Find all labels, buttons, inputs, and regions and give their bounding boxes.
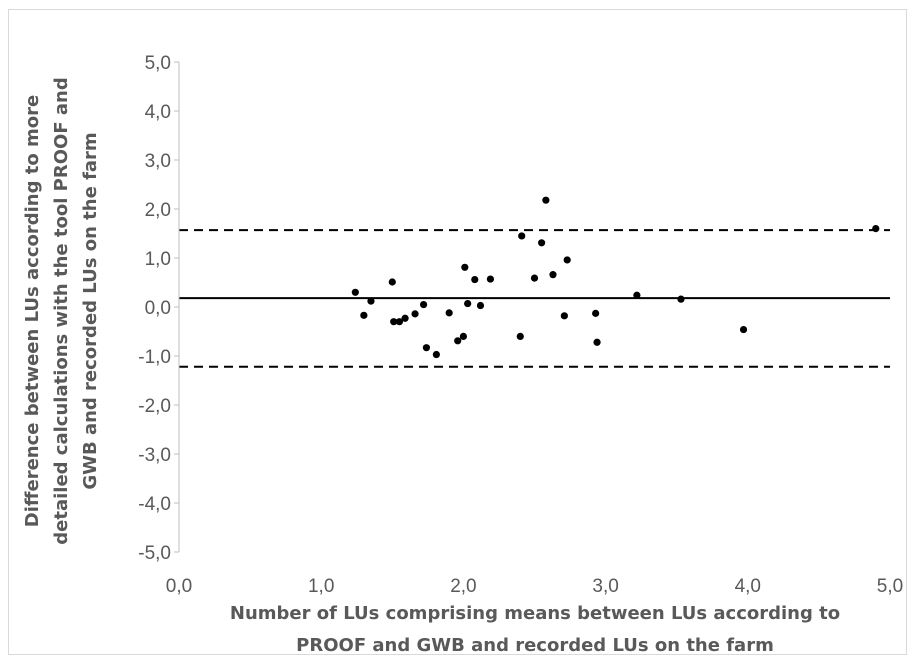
data-point xyxy=(464,299,472,308)
data-point xyxy=(395,318,404,326)
data-point xyxy=(677,295,685,303)
data-point xyxy=(563,256,571,264)
x-tick-labels: 0,0 1,0 2,0 3,0 4,0 5,0 xyxy=(166,576,903,597)
x-tick-label: 5,0 xyxy=(877,576,903,597)
data-point xyxy=(516,332,524,340)
y-tick-label: 4,0 xyxy=(145,102,171,123)
x-tick-label: 3,0 xyxy=(592,576,618,597)
data-point xyxy=(461,263,469,271)
data-point xyxy=(872,225,880,233)
data-point xyxy=(542,196,550,204)
y-tick-label: 3,0 xyxy=(145,151,171,172)
data-point xyxy=(549,271,557,279)
y-axis-title-line-2: detailed calculations with the tool PROO… xyxy=(51,77,72,544)
data-point xyxy=(367,297,375,305)
y-tick-label: 1,0 xyxy=(145,249,171,270)
data-point xyxy=(401,314,409,322)
y-tick-label: 2,0 xyxy=(145,200,171,221)
data-point xyxy=(419,300,428,309)
data-point xyxy=(593,338,601,346)
chart-frame xyxy=(8,9,907,655)
data-point xyxy=(530,274,539,282)
data-point xyxy=(411,310,419,318)
data-point xyxy=(388,278,396,286)
data-point xyxy=(592,309,600,317)
data-point xyxy=(445,309,453,317)
y-tick-label: -5,0 xyxy=(138,543,171,564)
x-tick-label: 0,0 xyxy=(166,576,192,597)
data-point xyxy=(739,325,748,334)
x-tick-label: 1,0 xyxy=(308,576,334,597)
x-axis-title-line-1: Number of LUs comprising means between L… xyxy=(230,603,840,624)
x-tick-label: 4,0 xyxy=(735,576,761,597)
data-point xyxy=(459,332,467,340)
y-axis-title-line-3: GWB and recorded LUs on the farm xyxy=(80,132,101,489)
data-point xyxy=(422,344,431,352)
data-point xyxy=(518,232,526,240)
data-points xyxy=(351,196,880,359)
y-tick-label: 5,0 xyxy=(145,53,171,74)
y-tick-label: -3,0 xyxy=(138,445,171,466)
data-point xyxy=(360,311,368,319)
y-axis-title-line-1: Difference between LUs according to more xyxy=(22,95,43,527)
y-tick-label: -2,0 xyxy=(138,396,171,417)
y-tick-labels: -5,0 -4,0 -3,0 -2,0 -1,0 0,0 1,0 2,0 3,0 4,0 5,0 xyxy=(138,53,171,564)
data-point xyxy=(538,239,546,247)
data-point xyxy=(471,275,479,284)
data-point xyxy=(454,337,462,345)
data-point xyxy=(560,312,568,320)
data-point xyxy=(633,291,641,299)
data-point xyxy=(390,318,398,326)
data-point xyxy=(432,350,440,359)
y-tick-label: -1,0 xyxy=(138,347,171,368)
data-point xyxy=(476,301,485,310)
y-axis xyxy=(174,61,180,553)
reference-lines xyxy=(179,229,890,368)
x-axis-title-line-2: PROOF and GWB and recorded LUs on the fa… xyxy=(296,635,774,656)
y-tick-label: 0,0 xyxy=(145,298,171,319)
x-tick-label: 2,0 xyxy=(450,576,476,597)
y-tick-label: -4,0 xyxy=(138,494,171,515)
data-point xyxy=(486,275,495,283)
data-point xyxy=(351,288,359,296)
